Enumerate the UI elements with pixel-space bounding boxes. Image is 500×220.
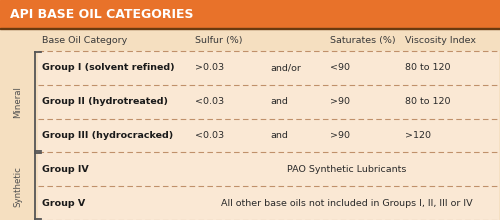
Text: 80 to 120: 80 to 120 xyxy=(405,63,450,72)
Text: >120: >120 xyxy=(405,131,431,140)
Text: and/or: and/or xyxy=(270,63,301,72)
Text: Group V: Group V xyxy=(42,199,85,208)
Bar xyxy=(0,0,500,28)
Text: All other base oils not included in Groups I, II, III or IV: All other base oils not included in Grou… xyxy=(220,199,472,208)
Text: and: and xyxy=(270,131,288,140)
Text: Group II (hydrotreated): Group II (hydrotreated) xyxy=(42,97,168,106)
Text: API BASE OIL CATEGORIES: API BASE OIL CATEGORIES xyxy=(10,7,194,20)
Text: Saturates (%): Saturates (%) xyxy=(330,35,396,44)
Text: <90: <90 xyxy=(330,63,350,72)
Text: Base Oil Category: Base Oil Category xyxy=(42,35,127,44)
Bar xyxy=(38,85,498,119)
Text: Group III (hydrocracked): Group III (hydrocracked) xyxy=(42,131,173,140)
Text: Mineral: Mineral xyxy=(14,86,22,118)
Text: Sulfur (%): Sulfur (%) xyxy=(195,35,242,44)
Bar xyxy=(38,51,498,85)
Text: 80 to 120: 80 to 120 xyxy=(405,97,450,106)
Text: <0.03: <0.03 xyxy=(195,131,224,140)
Text: Viscosity Index: Viscosity Index xyxy=(405,35,476,44)
Bar xyxy=(38,152,498,186)
Text: Group IV: Group IV xyxy=(42,165,89,174)
Text: <0.03: <0.03 xyxy=(195,97,224,106)
Bar xyxy=(38,119,498,152)
Text: PAO Synthetic Lubricants: PAO Synthetic Lubricants xyxy=(287,165,406,174)
Text: >90: >90 xyxy=(330,131,350,140)
Text: >0.03: >0.03 xyxy=(195,63,224,72)
Bar xyxy=(38,186,498,220)
Bar xyxy=(0,29,500,220)
Text: Group I (solvent refined): Group I (solvent refined) xyxy=(42,63,174,72)
Text: >90: >90 xyxy=(330,97,350,106)
Text: and: and xyxy=(270,97,288,106)
Bar xyxy=(0,28,500,29)
Text: Synthetic: Synthetic xyxy=(14,166,22,207)
